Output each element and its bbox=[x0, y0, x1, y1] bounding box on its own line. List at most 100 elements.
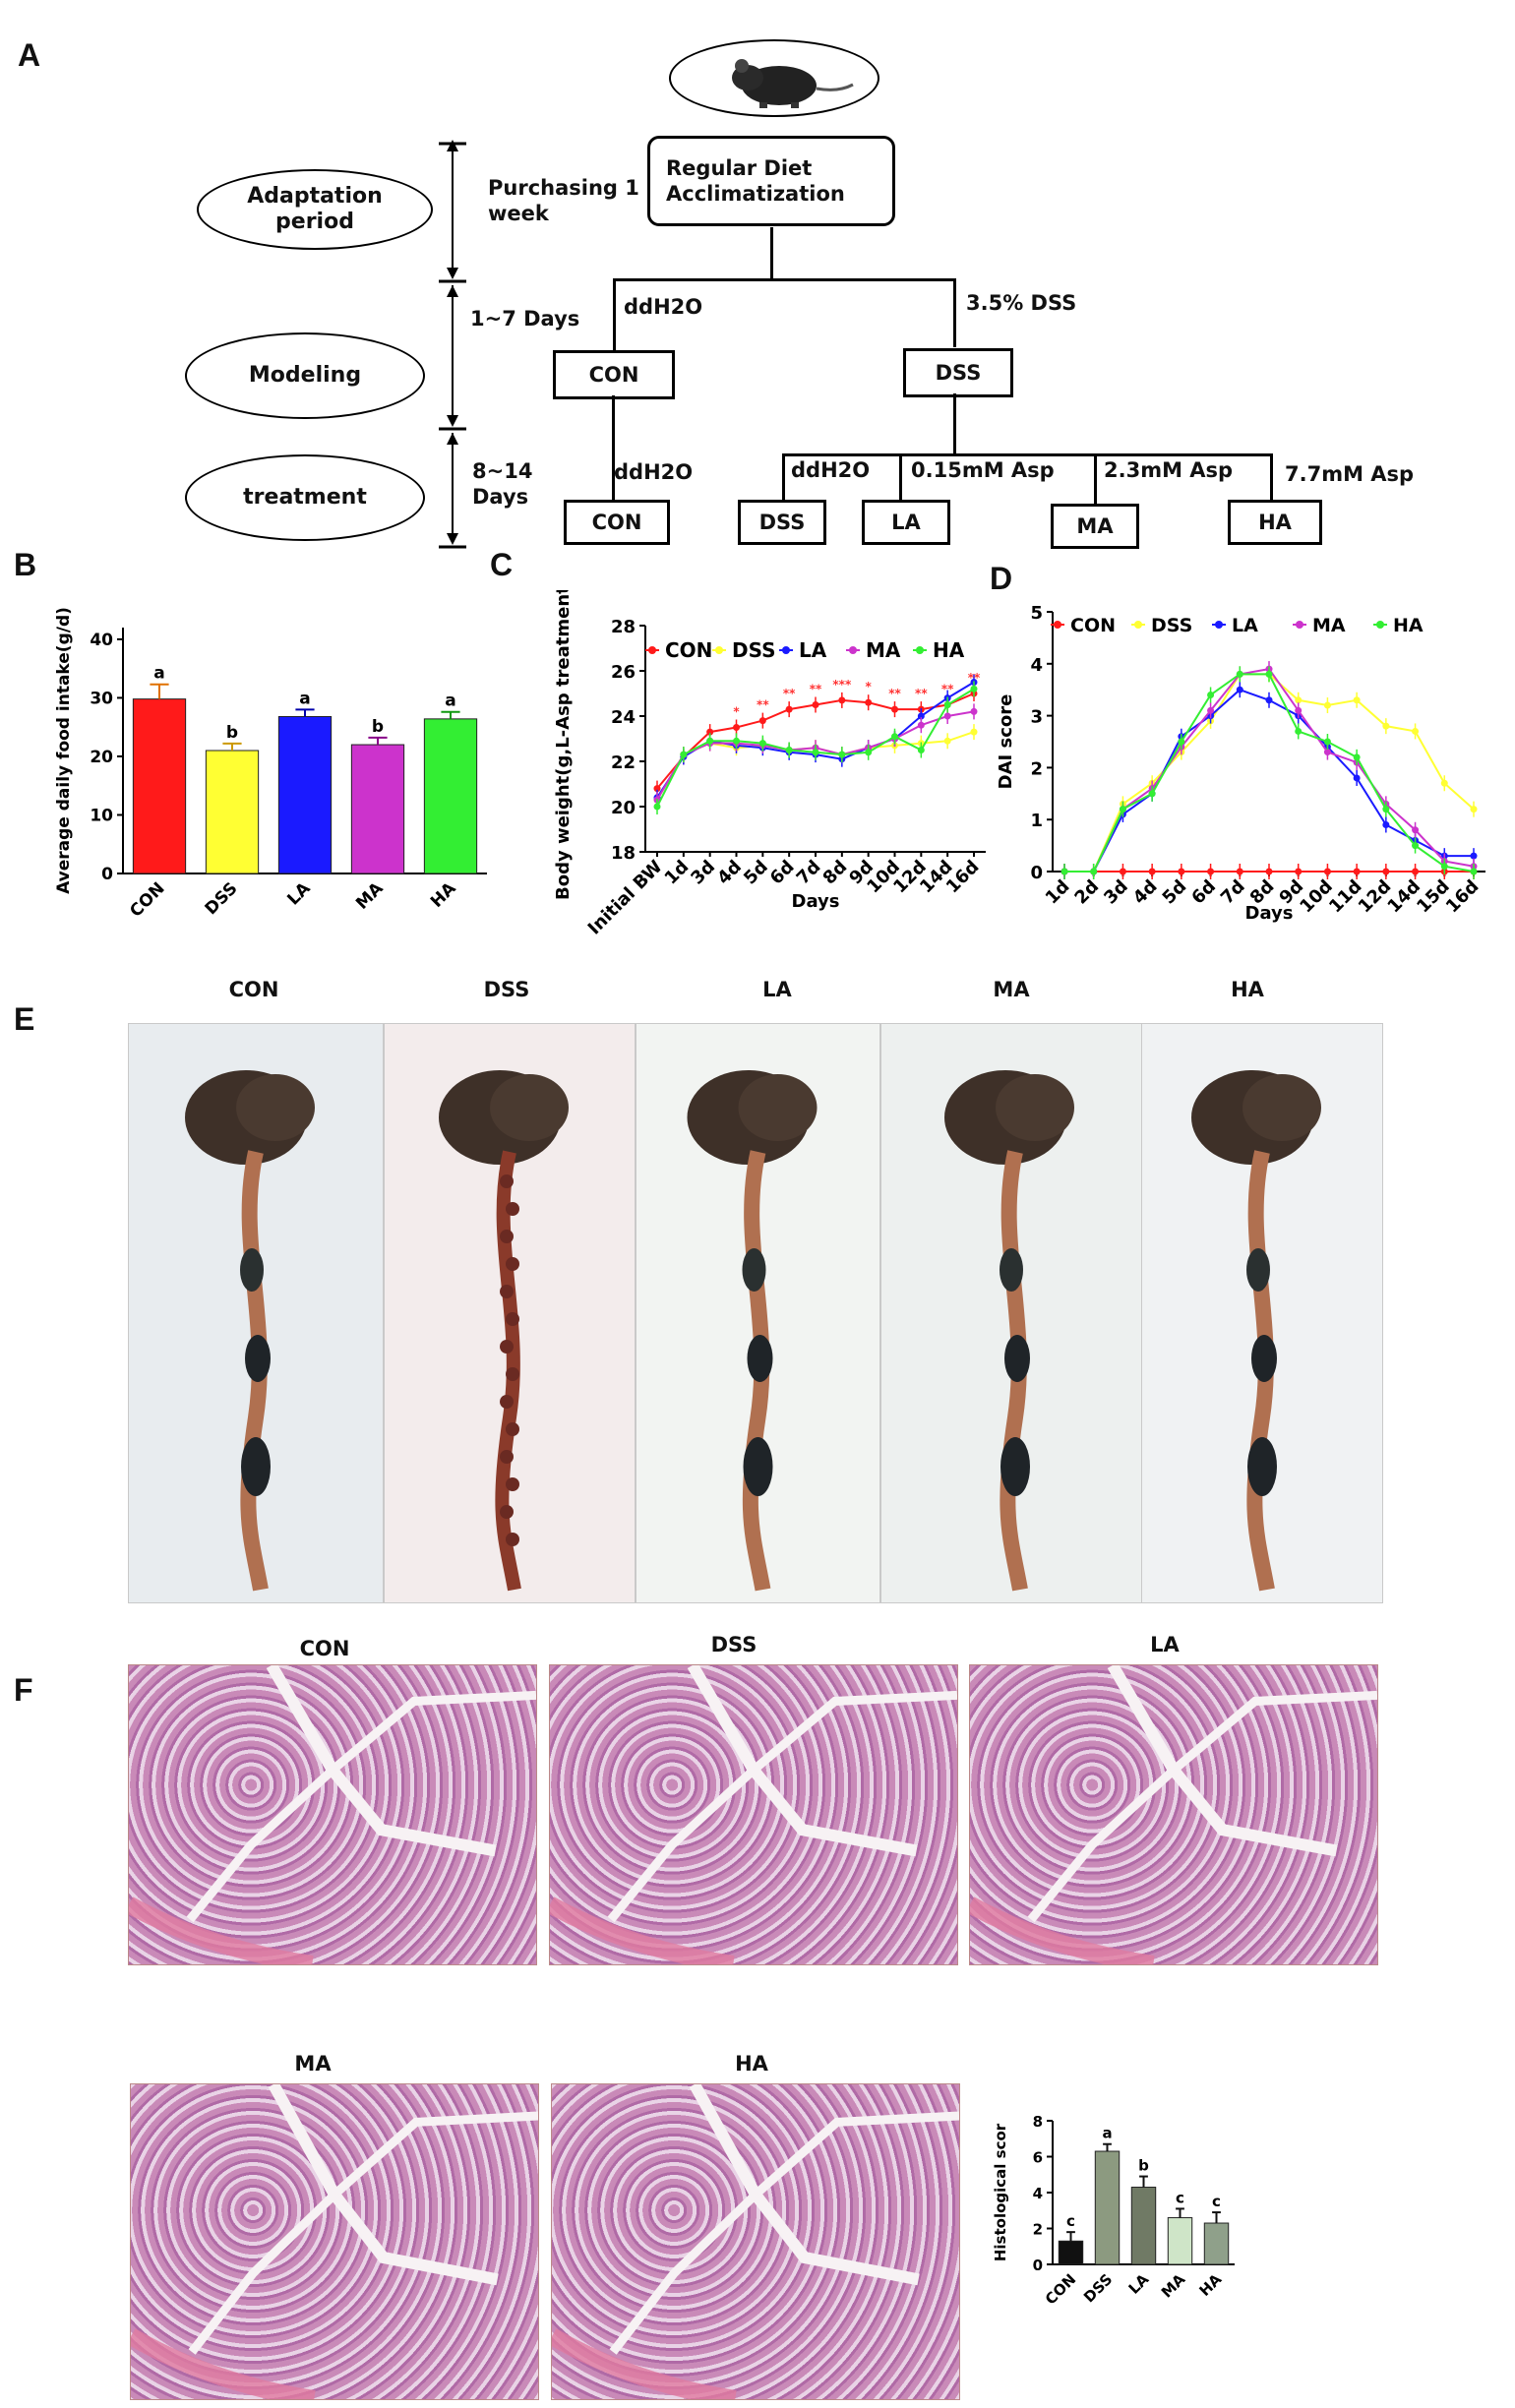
legend-swatch bbox=[782, 646, 790, 654]
y-tick-label: 26 bbox=[611, 662, 636, 683]
significance-mark: ** bbox=[968, 671, 981, 685]
y-tick-label: 18 bbox=[611, 843, 636, 864]
photo-label-la: LA bbox=[762, 978, 792, 1001]
data-point bbox=[758, 717, 766, 725]
data-point bbox=[653, 803, 661, 811]
data-point bbox=[785, 747, 793, 753]
data-point bbox=[1412, 826, 1420, 834]
y-tick-label: 3 bbox=[1030, 707, 1043, 728]
data-point bbox=[917, 747, 925, 753]
legend-entry-con: CON bbox=[665, 638, 712, 662]
data-point bbox=[812, 701, 819, 708]
legend-swatch bbox=[849, 646, 857, 654]
x-tick-label: DSS bbox=[202, 878, 242, 919]
asp-low-text: 0.15mM Asp bbox=[911, 458, 1055, 482]
x-tick-label: LA bbox=[1125, 2270, 1153, 2298]
data-point bbox=[1236, 868, 1243, 875]
data-point bbox=[1470, 868, 1478, 875]
legend-swatch bbox=[1134, 621, 1142, 629]
bar-ha bbox=[423, 718, 478, 874]
y-tick-label: 5 bbox=[1030, 603, 1043, 624]
y-tick-label: 24 bbox=[611, 707, 636, 728]
x-tick-label: LA bbox=[283, 878, 315, 910]
x-tick-label: HA bbox=[1196, 2270, 1226, 2300]
data-point bbox=[1412, 842, 1420, 850]
dss-box-model: DSS bbox=[903, 348, 1013, 397]
significance-letter: a bbox=[445, 692, 455, 711]
data-point bbox=[943, 701, 951, 708]
y-axis-label: Average daily food intake(g/d) bbox=[54, 607, 74, 894]
legend-swatch bbox=[648, 646, 656, 654]
legend-entry-dss: DSS bbox=[732, 638, 776, 662]
legend-swatch bbox=[1054, 621, 1061, 629]
legend-swatch bbox=[1215, 621, 1223, 629]
adaptation-ellipse: Adaptation period bbox=[197, 169, 433, 250]
x-tick-label: CON bbox=[1042, 2270, 1079, 2308]
days-8-14-text: 8~14 Days bbox=[472, 459, 533, 509]
x-tick-label: 3d bbox=[1100, 876, 1132, 909]
data-point bbox=[917, 721, 925, 729]
data-point bbox=[943, 712, 951, 720]
asp-mid-text: 2.3mM Asp bbox=[1104, 458, 1234, 482]
data-point bbox=[1207, 868, 1215, 875]
x-tick-label: 16d bbox=[1442, 876, 1484, 918]
x-tick-label: MA bbox=[352, 878, 388, 914]
bar-ma bbox=[350, 744, 405, 874]
legend-entry-con: CON bbox=[1070, 615, 1116, 636]
data-point bbox=[838, 751, 846, 758]
data-point bbox=[1353, 753, 1361, 761]
x-tick-label: DSS bbox=[1080, 2270, 1116, 2306]
data-point bbox=[1207, 691, 1215, 698]
histology-label-la: LA bbox=[1150, 1633, 1180, 1656]
ha-box: HA bbox=[1228, 500, 1322, 545]
x-tick-label: 4d bbox=[1129, 876, 1162, 909]
data-point bbox=[891, 733, 898, 741]
data-point bbox=[1207, 706, 1215, 714]
treatment-ellipse: treatment bbox=[185, 454, 425, 541]
data-point bbox=[1353, 868, 1361, 875]
data-point bbox=[1470, 806, 1478, 813]
days-1-7-text: 1~7 Days bbox=[470, 307, 580, 331]
y-tick-label: 20 bbox=[90, 748, 113, 767]
x-axis-label: Days bbox=[792, 891, 840, 912]
y-tick-label: 28 bbox=[611, 617, 636, 637]
significance-letter: a bbox=[1102, 2125, 1112, 2142]
data-point bbox=[680, 751, 688, 758]
x-axis-label: Days bbox=[1245, 903, 1294, 924]
data-point bbox=[1236, 670, 1243, 678]
panel-label-d: D bbox=[990, 561, 1013, 596]
data-point bbox=[1119, 868, 1126, 875]
asp-high-text: 7.7mM Asp bbox=[1285, 462, 1415, 486]
data-point bbox=[1295, 706, 1303, 714]
y-axis-label: DAI score bbox=[996, 694, 1016, 790]
data-point bbox=[1148, 790, 1156, 798]
bar-la bbox=[277, 715, 333, 874]
con-box-treat: CON bbox=[564, 500, 670, 545]
y-tick-label: 10 bbox=[90, 806, 113, 825]
significance-mark: * bbox=[866, 680, 873, 693]
significance-mark: ** bbox=[783, 687, 796, 700]
y-tick-label: 22 bbox=[611, 752, 636, 773]
histology-label-con: CON bbox=[299, 1637, 350, 1660]
data-point bbox=[865, 749, 873, 756]
significance-letter: b bbox=[372, 717, 384, 737]
significance-letter: c bbox=[1066, 2212, 1075, 2230]
data-point bbox=[1382, 806, 1390, 813]
panel-label-a: A bbox=[18, 37, 41, 73]
photo-label-dss: DSS bbox=[483, 978, 530, 1001]
legend-entry-ma: MA bbox=[1312, 615, 1346, 636]
histology-image-ma bbox=[130, 2083, 539, 2400]
y-tick-label: 0 bbox=[1033, 2257, 1043, 2274]
x-tick-label: CON bbox=[126, 878, 168, 921]
y-tick-label: 2 bbox=[1033, 2221, 1043, 2239]
data-point bbox=[1295, 696, 1303, 704]
significance-mark: * bbox=[733, 705, 740, 719]
data-point bbox=[943, 737, 951, 745]
data-point bbox=[917, 712, 925, 720]
x-tick-label: Initial BW bbox=[584, 857, 667, 939]
x-tick-label: 16d bbox=[942, 857, 984, 898]
data-point bbox=[1265, 696, 1273, 704]
y-tick-label: 20 bbox=[611, 798, 636, 818]
modeling-ellipse: Modeling bbox=[185, 332, 425, 419]
